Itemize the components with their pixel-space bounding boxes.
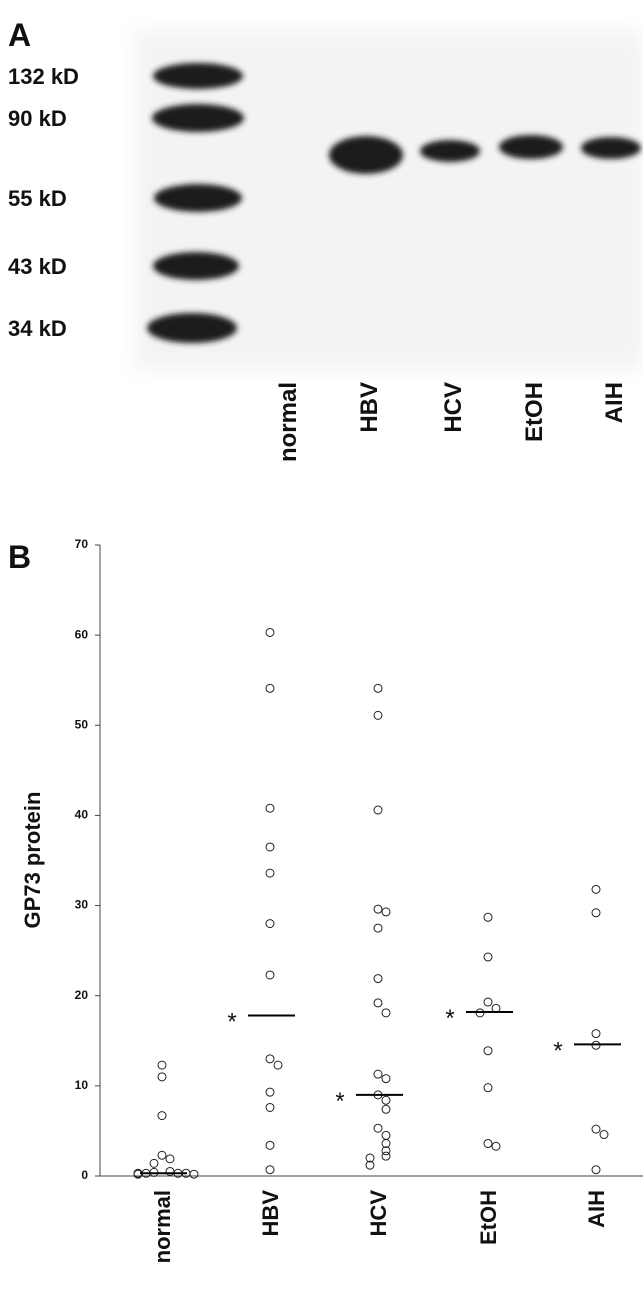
y-tick-label: 40 bbox=[75, 808, 89, 822]
significance-marker: * bbox=[227, 1009, 236, 1036]
lane-label: HBV bbox=[356, 382, 383, 433]
marker-label: 90 kD bbox=[8, 106, 67, 131]
data-point bbox=[374, 1124, 382, 1132]
data-point bbox=[266, 1103, 274, 1111]
data-point bbox=[374, 806, 382, 814]
data-point bbox=[374, 1070, 382, 1078]
data-point bbox=[484, 913, 492, 921]
ladder-band bbox=[154, 184, 242, 212]
data-point bbox=[158, 1073, 166, 1081]
data-point bbox=[592, 909, 600, 917]
x-tick-label: normal bbox=[150, 1190, 175, 1263]
ladder-band bbox=[152, 104, 244, 132]
lane-label: AIH bbox=[601, 382, 628, 423]
data-point bbox=[374, 975, 382, 983]
data-point bbox=[382, 1131, 390, 1139]
data-point bbox=[374, 905, 382, 913]
data-point bbox=[266, 628, 274, 636]
data-point bbox=[158, 1151, 166, 1159]
data-point bbox=[266, 869, 274, 877]
data-point bbox=[266, 920, 274, 928]
data-point bbox=[158, 1061, 166, 1069]
data-point bbox=[592, 1166, 600, 1174]
y-tick-label: 50 bbox=[75, 717, 89, 731]
sample-band bbox=[420, 140, 480, 162]
data-point bbox=[266, 843, 274, 851]
data-point bbox=[266, 1088, 274, 1096]
data-point bbox=[592, 1030, 600, 1038]
x-tick-label: HBV bbox=[258, 1190, 283, 1237]
figure: A 132 kD 90 kD 55 kD 43 kD 34 kD normal HBV HC… bbox=[0, 0, 643, 1292]
data-point bbox=[382, 1152, 390, 1160]
data-point bbox=[166, 1155, 174, 1163]
x-tick-label: EtOH bbox=[476, 1190, 501, 1245]
data-point bbox=[374, 711, 382, 719]
data-point bbox=[484, 953, 492, 961]
data-point bbox=[592, 885, 600, 893]
sample-band bbox=[329, 136, 403, 174]
data-point bbox=[382, 1075, 390, 1083]
data-point bbox=[382, 1096, 390, 1104]
x-tick-label: AIH bbox=[584, 1190, 609, 1228]
y-tick-label: 10 bbox=[75, 1078, 89, 1092]
data-point bbox=[374, 999, 382, 1007]
data-point bbox=[484, 1140, 492, 1148]
y-tick-label: 60 bbox=[75, 627, 89, 641]
panel-label: A bbox=[8, 17, 31, 53]
significance-marker: * bbox=[445, 1005, 454, 1032]
data-point bbox=[266, 1141, 274, 1149]
sample-band bbox=[499, 135, 563, 159]
marker-labels: 132 kD 90 kD 55 kD 43 kD 34 kD bbox=[8, 64, 79, 341]
data-point bbox=[374, 684, 382, 692]
significance-marker: * bbox=[335, 1088, 344, 1115]
data-point bbox=[266, 1166, 274, 1174]
y-tick-label: 0 bbox=[81, 1168, 88, 1182]
data-point bbox=[274, 1061, 282, 1069]
marker-label: 43 kD bbox=[8, 254, 67, 279]
x-tick-label: HCV bbox=[366, 1190, 391, 1237]
data-point bbox=[266, 804, 274, 812]
data-point bbox=[484, 998, 492, 1006]
y-axis-label: GP73 protein bbox=[20, 792, 45, 929]
data-point bbox=[382, 1105, 390, 1113]
data-point bbox=[150, 1159, 158, 1167]
y-tick-label: 70 bbox=[75, 537, 89, 551]
data-point bbox=[190, 1170, 198, 1178]
data-point bbox=[484, 1047, 492, 1055]
marker-label: 34 kD bbox=[8, 316, 67, 341]
data-point bbox=[266, 1055, 274, 1063]
ladder-band bbox=[147, 313, 237, 343]
page: {"panel_a": {"label": "A", "markers": ["… bbox=[0, 0, 643, 1292]
data-point bbox=[374, 924, 382, 932]
sample-band bbox=[581, 137, 641, 159]
lane-labels: normal HBV HCV EtOH AIH bbox=[275, 382, 628, 462]
data-point bbox=[492, 1142, 500, 1150]
marker-label: 55 kD bbox=[8, 186, 67, 211]
ladder-band bbox=[153, 252, 239, 280]
data-point bbox=[382, 908, 390, 916]
y-tick-label: 20 bbox=[75, 988, 89, 1002]
data-point bbox=[266, 971, 274, 979]
ladder-band bbox=[153, 63, 243, 89]
data-point bbox=[266, 684, 274, 692]
data-point bbox=[158, 1112, 166, 1120]
data-point bbox=[592, 1125, 600, 1133]
data-point bbox=[382, 1009, 390, 1017]
lane-label: EtOH bbox=[521, 382, 548, 442]
data-point bbox=[600, 1131, 608, 1139]
data-point bbox=[484, 1084, 492, 1092]
panel-label: B bbox=[8, 539, 31, 575]
significance-marker: * bbox=[553, 1037, 562, 1064]
plot: 0 10 20 30 40 50 60 70 normal HBV * HCV * EtOH * AIH * bbox=[75, 537, 643, 1263]
marker-label: 132 kD bbox=[8, 64, 79, 89]
lane-label: HCV bbox=[440, 382, 467, 433]
y-tick-label: 30 bbox=[75, 898, 89, 912]
lane-label: normal bbox=[275, 382, 302, 462]
